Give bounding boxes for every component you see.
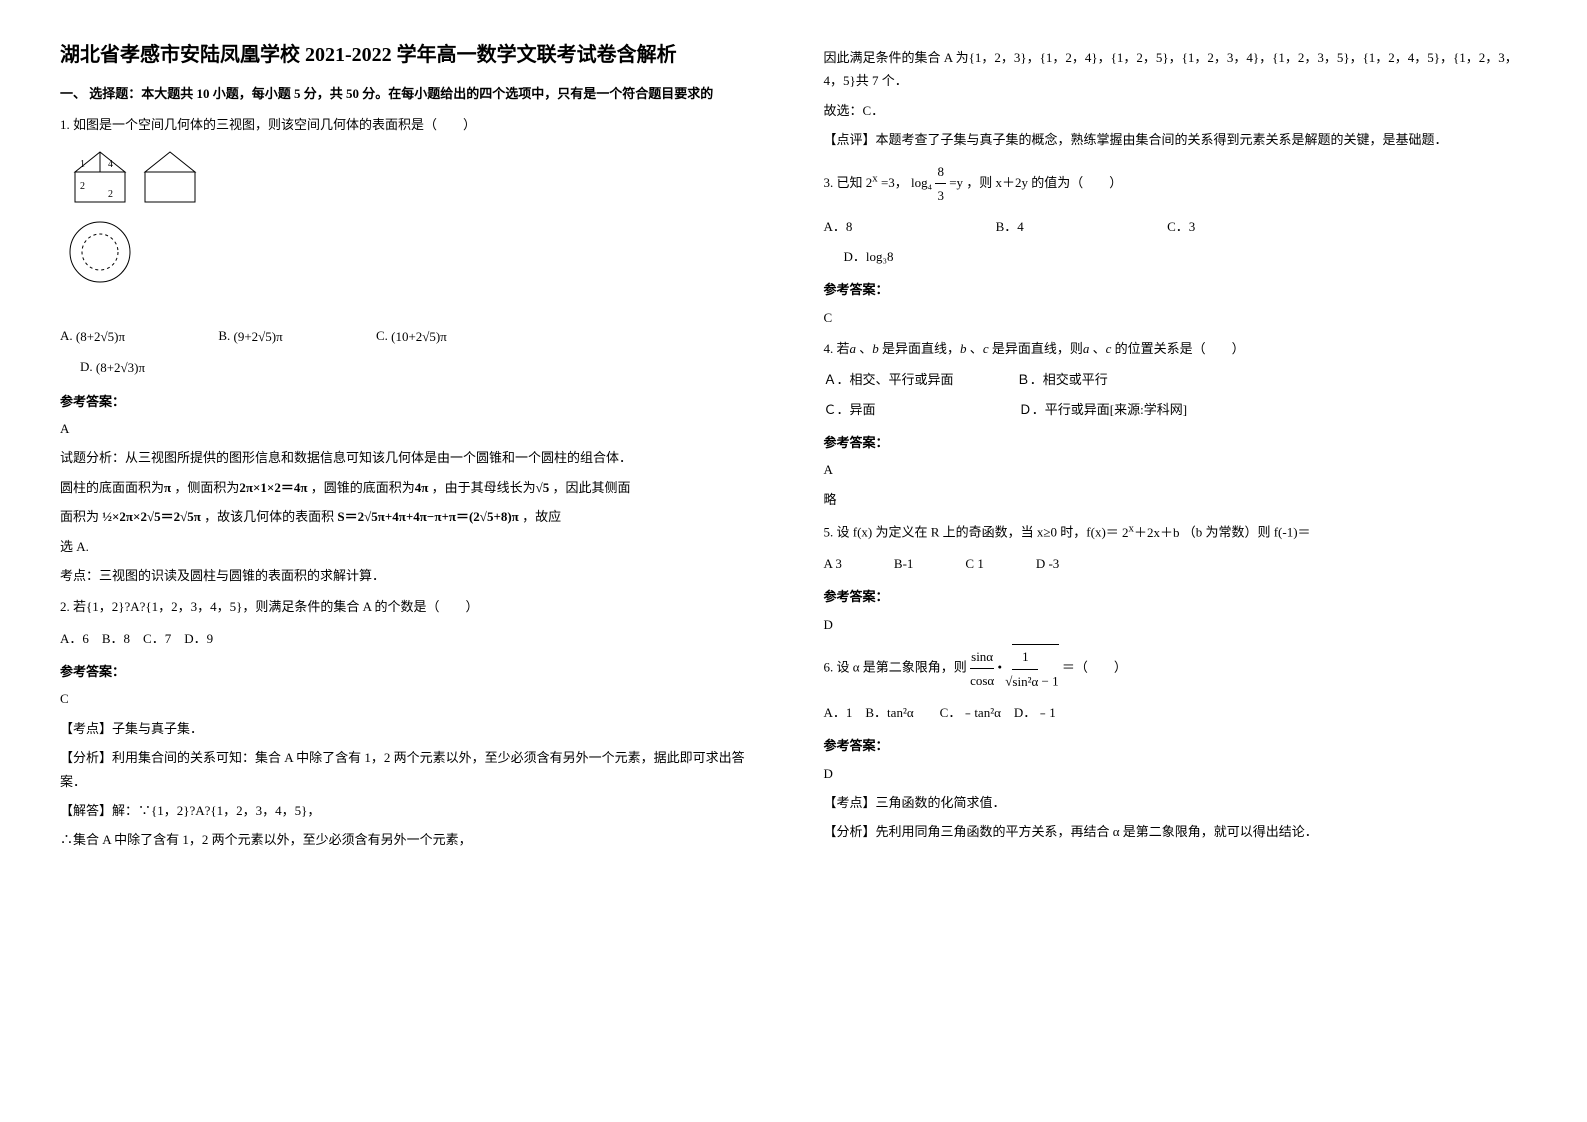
q4-te: 是异面直线，则 [992,341,1083,356]
q5-ta: 5. 设 f(x) 为定义在 R 上的奇函数，当 x≥0 时，f(x)＝ [824,525,1119,540]
q2-options: A．6 B．8 C．7 D．9 [60,627,764,650]
q2-dianping: 【点评】本题考查了子集与真子集的概念，熟练掌握由集合间的关系得到元素关系是解题的… [824,128,1528,151]
q1-optA-label: A. [60,328,76,343]
q3-ta: 3. 已知 2 [824,174,873,189]
q1-optA: (8+2√5)π [76,325,125,348]
q3-formula: log₄ 83 =y [911,160,963,208]
q1-a3c: ，故应 [522,509,561,524]
q6-tb: ＝（ ） [1062,660,1127,675]
q6-text: 6. 设 α 是第二象限角，则 sinαcosα • √1sin²α − 1 ＝… [824,644,1528,693]
q2-jieda2: ∴集合 A 中除了含有 1，2 两个元素以外，至少必须含有另外一个元素， [60,828,764,851]
q4-options-cd: Ｃ．异面 Ｄ．平行或异面[来源:学科网] [824,398,1528,421]
q3-optB: B．4 [996,219,1024,234]
q2-answer: C [60,687,764,710]
q1-optB-label: B. [218,328,233,343]
q1-options-abc: A. (8+2√5)π B. (9+2√5)π C. (10+2√5)π [60,324,764,349]
q2-text: 2. 若{1，2}?A?{1，2，3，4，5}，则满足条件的集合 A 的个数是（… [60,595,764,618]
svg-text:4: 4 [108,159,113,170]
q1-text: 1. 如图是一个空间几何体的三视图，则该空间几何体的表面积是（ ） [60,113,764,136]
q4-optA: Ａ．相交、平行或异面 [824,372,954,387]
q6-answer: D [824,762,1528,785]
right-column: 因此满足条件的集合 A 为{1，2，3}，{1，2，4}，{1，2，5}，{1，… [824,40,1528,858]
q1-optC: (10+2√5)π [391,325,447,348]
q3-optA: A．8 [824,219,853,234]
q1-optD: (8+2√3)π [96,356,145,379]
q2-cont2: 故选：C． [824,99,1528,122]
q1-optD-label: D. [80,359,96,374]
q1-a2c: ，圆锥的底面积为 [311,480,415,495]
page-title: 湖北省孝感市安陆凤凰学校 2021-2022 学年高一数学文联考试卷含解析 [60,40,764,70]
svg-text:2: 2 [80,181,85,192]
q1-a3b: ，故该几何体的表面积 [204,509,334,524]
svg-text:2: 2 [108,189,113,200]
q4-tb: 、 [859,341,872,356]
q4-text: 4. 若a 、b 是异面直线，b 、c 是异面直线，则a 、c 的位置关系是（ … [824,337,1528,360]
q1-a2e: ，因此其侧面 [553,480,631,495]
q4-optB: Ｂ．相交或平行 [1017,372,1108,387]
q2-jieda1: 【解答】解：∵{1，2}?A?{1，2，3，4，5}， [60,799,764,822]
q4-td: 、 [970,341,983,356]
q2-answer-label: 参考答案： [60,660,764,683]
q1-optB: (9+2√5)π [234,325,283,348]
q2-fenxi: 【分析】利用集合间的关系可知：集合 A 中除了含有 1，2 两个元素以外，至少必… [60,746,764,793]
q3-optC: C．3 [1167,219,1195,234]
q5-tb: （b 为常数）则 f(-1)＝ [1183,525,1311,540]
q4-answer: A [824,458,1528,481]
q1-optC-label: C. [376,328,391,343]
q1-diagram: 1 4 2 2 [60,147,764,314]
q5-text: 5. 设 f(x) 为定义在 R 上的奇函数，当 x≥0 时，f(x)＝ 2x＋… [824,519,1528,544]
q6-fenxi: 【分析】先利用同角三角函数的平方关系，再结合 α 是第二象限角，就可以得出结论． [824,820,1528,843]
q3-answer: C [824,306,1528,329]
q6-formula: sinαcosα • √1sin²α − 1 [970,644,1059,693]
q1-analysis-4: 选 A. [60,535,764,558]
left-column: 湖北省孝感市安陆凤凰学校 2021-2022 学年高一数学文联考试卷含解析 一、… [60,40,764,858]
q4-optD: Ｄ．平行或异面[来源:学科网] [1019,402,1187,417]
q1-a2d: ，由于其母线长为 [432,480,536,495]
q1-answer: A [60,417,764,440]
q3-tb: =3， [881,174,908,189]
svg-text:1: 1 [80,159,85,170]
q3-text: 3. 已知 2x =3， log₄ 83 =y ，则 x＋2y 的值为（ ） [824,160,1528,208]
q5-answer-label: 参考答案： [824,585,1528,608]
section1-heading: 一、 选择题：本大题共 10 小题，每小题 5 分，共 50 分。在每小题给出的… [60,82,764,105]
q1-a2a: 圆柱的底面面积为 [60,480,164,495]
three-view-svg: 1 4 2 2 [60,147,240,307]
q6-point: 【考点】三角函数的化简求值． [824,791,1528,814]
q4-optC: Ｃ．异面 [824,402,876,417]
q6-answer-label: 参考答案： [824,734,1528,757]
q5-options: A 3 B-1 C 1 D -3 [824,552,1528,575]
q5-answer: D [824,613,1528,636]
q1-a3a: 面积为 [60,509,99,524]
q3-optD: D．log₃8 [844,245,1528,268]
q1-answer-label: 参考答案： [60,390,764,413]
q4-brief: 略 [824,488,1528,511]
q3-tc: ，则 x＋2y 的值为（ ） [966,174,1122,189]
q2-point: 【考点】子集与真子集． [60,717,764,740]
q4-tg: 的位置关系是（ ） [1115,341,1245,356]
q1-analysis-3: 面积为 ½×2π×2√5＝2√5π ，故该几何体的表面积 S＝2√5π+4π+4… [60,505,764,528]
q1-a2b: ，侧面积为 [174,480,239,495]
q2-cont1: 因此满足条件的集合 A 为{1，2，3}，{1，2，4}，{1，2，5}，{1，… [824,46,1528,93]
q3-options-abc: A．8 B．4 C．3 [824,215,1528,238]
q4-ta: 4. 若 [824,341,850,356]
q4-answer-label: 参考答案： [824,431,1528,454]
q6-options: A．1 B．tan²α C．﹣tan²α D．﹣1 [824,701,1528,724]
q6-ta: 6. 设 α 是第二象限角，则 [824,660,967,675]
q1-options-d: D. (8+2√3)π [80,355,764,380]
q5-formula: 2x＋2x＋b [1122,525,1179,540]
q4-tf: 、 [1093,341,1106,356]
q4-options-ab: Ａ．相交、平行或异面 Ｂ．相交或平行 [824,368,1528,391]
q1-analysis-1: 试题分析：从三视图所提供的图形信息和数据信息可知该几何体是由一个圆锥和一个圆柱的… [60,446,764,469]
q1-point: 考点：三视图的识读及圆柱与圆锥的表面积的求解计算． [60,564,764,587]
q3-answer-label: 参考答案： [824,278,1528,301]
q1-analysis-2: 圆柱的底面面积为π ，侧面积为2π×1×2＝4π ，圆锥的底面积为4π ，由于其… [60,476,764,499]
q4-tc: 是异面直线， [882,341,960,356]
